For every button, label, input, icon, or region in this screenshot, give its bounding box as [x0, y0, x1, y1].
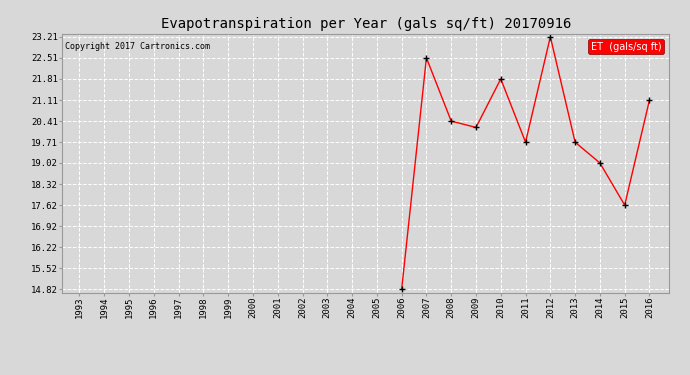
Legend: ET  (gals/sq ft): ET (gals/sq ft) [588, 39, 664, 54]
Title: Evapotranspiration per Year (gals sq/ft) 20170916: Evapotranspiration per Year (gals sq/ft)… [161, 17, 571, 31]
Text: Copyright 2017 Cartronics.com: Copyright 2017 Cartronics.com [65, 42, 210, 51]
